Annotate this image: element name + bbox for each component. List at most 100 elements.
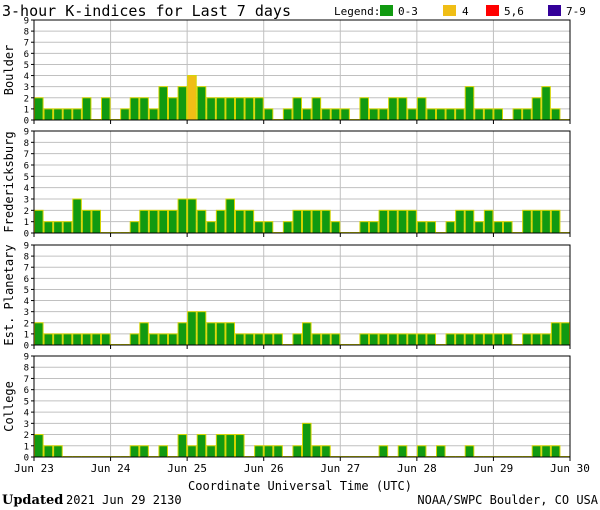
bar-fredericksburg (493, 221, 503, 234)
bar-boulder (206, 97, 216, 121)
panel-frame (33, 19, 571, 121)
bar-est-planetary (273, 333, 283, 346)
bar-fredericksburg (282, 221, 293, 234)
bar-boulder (187, 75, 197, 121)
bar-boulder (531, 97, 542, 121)
bar-est-planetary (493, 333, 503, 346)
bar-boulder (550, 108, 561, 121)
bar-est-planetary (416, 333, 427, 346)
bar-fredericksburg (187, 198, 197, 234)
bar-est-planetary (43, 333, 54, 346)
bar-fredericksburg (474, 221, 484, 234)
legend-item-7-9: 7-9 (566, 5, 586, 18)
bar-fredericksburg (321, 209, 331, 234)
bar-boulder (72, 108, 82, 121)
y-tick-label: 1 (24, 105, 29, 115)
bar-boulder (474, 108, 484, 121)
y-tick-label: 7 (24, 264, 29, 274)
bar-fredericksburg (53, 221, 63, 234)
bar-est-planetary (359, 333, 369, 346)
bar-est-planetary (311, 333, 322, 346)
y-tick-label: 7 (24, 39, 29, 49)
bar-est-planetary (388, 333, 398, 346)
bar-fredericksburg (72, 198, 82, 234)
legend: Legend: 0-3 4 5,6 7-9 (334, 5, 586, 18)
bar-est-planetary (560, 322, 571, 346)
bar-boulder (369, 108, 379, 121)
bar-fredericksburg (330, 221, 341, 234)
bar-est-planetary (254, 333, 264, 346)
bar-est-planetary (206, 322, 216, 346)
bar-fredericksburg (206, 221, 216, 234)
bar-est-planetary (464, 333, 475, 346)
bar-boulder (34, 97, 44, 121)
bar-college (397, 445, 408, 458)
legend-label: Legend: (334, 5, 380, 18)
bar-boulder (512, 108, 523, 121)
y-tick-label: 6 (24, 162, 29, 172)
bar-boulder (330, 108, 341, 121)
y-tick-label: 3 (24, 308, 29, 318)
y-tick-label: 0 (24, 230, 29, 240)
series-label-fredericksburg: Fredericksburg (2, 131, 16, 232)
bar-est-planetary (177, 322, 188, 346)
bar-fredericksburg (196, 209, 207, 234)
bar-est-planetary (235, 333, 245, 346)
bar-est-planetary (158, 333, 169, 346)
panel-frame (33, 130, 571, 234)
bar-boulder (445, 108, 456, 121)
y-tick-label: 5 (24, 61, 29, 71)
bar-fredericksburg (168, 209, 178, 234)
bar-fredericksburg (445, 221, 456, 234)
panel-fredericksburg: 0 123 456 789 Fredericksburg (2, 128, 571, 240)
bar-boulder (407, 108, 417, 121)
y-tick-label: 2 (24, 431, 29, 441)
bar-fredericksburg (426, 221, 436, 234)
bar-boulder (493, 108, 503, 121)
bar-boulder (120, 108, 130, 121)
panel-frame (33, 355, 571, 458)
bar-boulder (215, 97, 226, 121)
legend-item-4: 4 (462, 5, 469, 18)
bar-boulder (464, 86, 475, 121)
bar-boulder (321, 108, 331, 121)
bar-est-planetary (263, 333, 274, 346)
bar-fredericksburg (235, 209, 245, 234)
bar-boulder (455, 108, 465, 121)
bar-fredericksburg (397, 209, 408, 234)
y-tick-label: 9 (24, 128, 29, 138)
bar-college (292, 445, 302, 458)
y-tick-label: 2 (24, 319, 29, 329)
bar-college (378, 445, 389, 458)
bar-fredericksburg (359, 221, 369, 234)
legend-item-0-3: 0-3 (398, 5, 418, 18)
bar-est-planetary (91, 333, 102, 346)
bar-fredericksburg (43, 221, 54, 234)
bar-boulder (225, 97, 236, 121)
panels: 0123456789Boulder0123456789Fredericksbur… (2, 17, 571, 464)
bar-est-planetary (292, 333, 302, 346)
y-tick-label: 9 (24, 242, 29, 252)
bar-college (196, 434, 207, 458)
bar-est-planetary (455, 333, 465, 346)
bar-est-planetary (369, 333, 379, 346)
bar-fredericksburg (311, 209, 322, 234)
y-tick-label: 5 (24, 173, 29, 183)
bar-est-planetary (139, 322, 149, 346)
bar-est-planetary (129, 333, 140, 346)
bar-boulder (43, 108, 54, 121)
bar-fredericksburg (483, 209, 494, 234)
bar-est-planetary (34, 322, 44, 346)
y-tick-label: 3 (24, 420, 29, 430)
bar-est-planetary (302, 322, 312, 346)
bar-fredericksburg (541, 209, 551, 234)
bar-est-planetary (168, 333, 178, 346)
bar-fredericksburg (302, 209, 312, 234)
bar-fredericksburg (62, 221, 73, 234)
bar-boulder (177, 86, 188, 121)
bar-college (187, 445, 197, 458)
x-tick-labels: Jun 23 Jun 24 Jun 25 Jun 26 Jun 27 Jun 28 Jun … (14, 462, 590, 475)
bar-fredericksburg (407, 209, 417, 234)
